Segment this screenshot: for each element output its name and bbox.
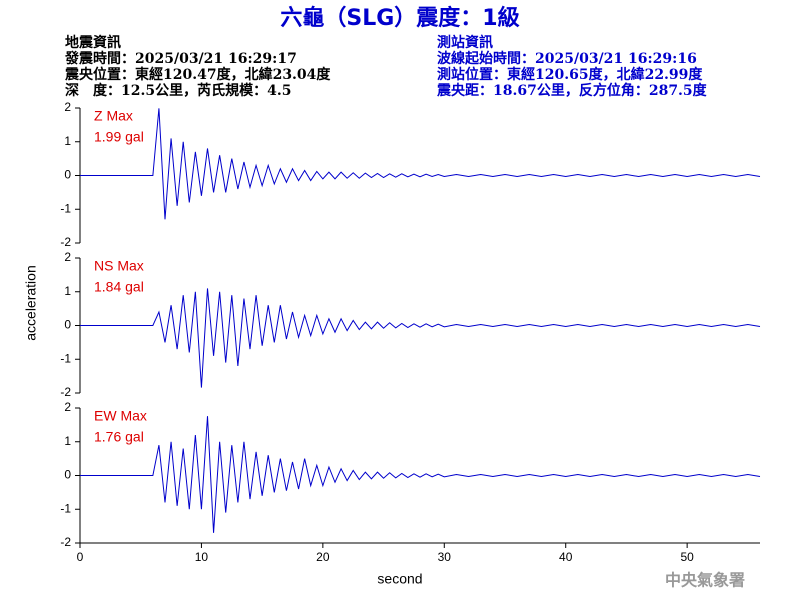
- x-tick-label: 20: [316, 550, 330, 564]
- info-line: 測站資訊: [437, 34, 493, 51]
- y-tick-label: 1: [64, 134, 71, 148]
- y-tick-label: 2: [64, 400, 71, 414]
- waveform: [80, 416, 761, 533]
- chart-title: 六龜（SLG）震度：1級: [280, 5, 519, 31]
- info-line: 地震資訊: [65, 34, 121, 51]
- y-tick-label: -1: [60, 501, 71, 515]
- x-tick-label: 50: [680, 550, 694, 564]
- annotation: 1.84 gal: [94, 279, 144, 295]
- y-tick-label: 0: [64, 468, 71, 482]
- info-line: 測站位置：東經120.65度，北緯22.99度: [437, 66, 703, 83]
- y-tick-label: 2: [64, 100, 71, 114]
- x-axis-label: second: [377, 571, 422, 587]
- info-line: 波線起始時間：2025/03/21 16:29:16: [437, 50, 697, 67]
- annotation: 1.99 gal: [94, 129, 144, 145]
- annotation: EW Max: [94, 408, 147, 424]
- y-tick-label: 0: [64, 168, 71, 182]
- y-tick-label: 1: [64, 284, 71, 298]
- x-tick-label: 0: [77, 550, 84, 564]
- waveform: [80, 108, 761, 220]
- y-tick-label: -1: [60, 351, 71, 365]
- y-tick-label: 1: [64, 434, 71, 448]
- y-tick-label: -2: [60, 385, 71, 399]
- info-line: 震央距：18.67公里，反方位角：287.5度: [436, 82, 708, 99]
- x-tick-label: 10: [195, 550, 209, 564]
- info-line: 深 度：12.5公里，芮氏規模：4.5: [65, 82, 291, 99]
- y-tick-label: -2: [60, 535, 71, 549]
- y-tick-label: 2: [64, 250, 71, 264]
- footer: 中央氣象署: [665, 571, 745, 590]
- x-tick-label: 40: [559, 550, 573, 564]
- info-line: 發震時間：2025/03/21 16:29:17: [64, 50, 297, 67]
- x-tick-label: 30: [438, 550, 452, 564]
- y-tick-label: 0: [64, 318, 71, 332]
- y-axis-label: acceleration: [23, 265, 39, 341]
- waveform: [80, 288, 761, 388]
- info-line: 震央位置：東經120.47度，北緯23.04度: [64, 66, 331, 83]
- annotation: 1.76 gal: [94, 429, 144, 445]
- y-tick-label: -2: [60, 235, 71, 249]
- annotation: NS Max: [94, 258, 144, 274]
- y-tick-label: -1: [60, 201, 71, 215]
- annotation: Z Max: [94, 108, 133, 124]
